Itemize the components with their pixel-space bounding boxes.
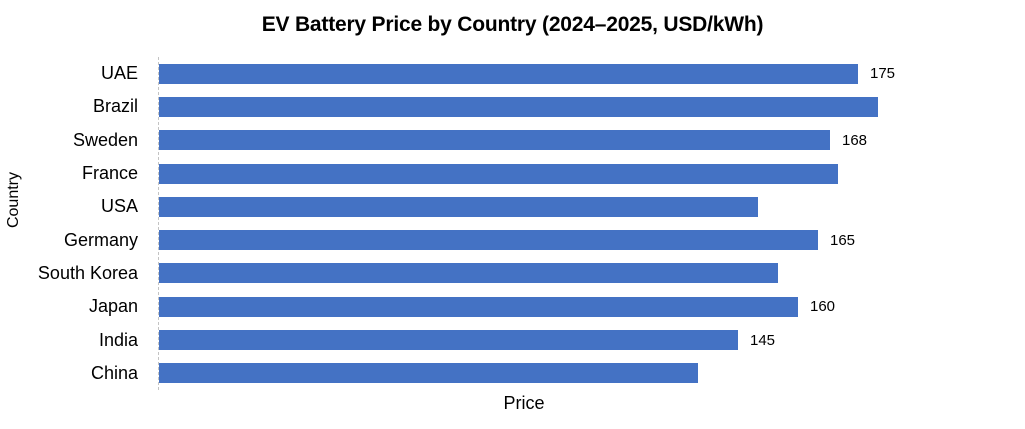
plot-area: 175 168 165 160 145	[158, 57, 959, 390]
bar-germany	[159, 230, 818, 251]
bar-row-uae: 175	[159, 57, 959, 90]
bar-brazil	[159, 96, 878, 117]
bar-south-korea	[159, 263, 778, 284]
y-tick-label-brazil: Brazil	[92, 96, 138, 117]
bar-japan	[159, 296, 798, 317]
bar-row-india: 145	[159, 323, 959, 356]
chart-title: EV Battery Price by Country (2024–2025, …	[261, 13, 764, 36]
bar-row-germany: 165	[159, 223, 959, 256]
y-tick-label-sweden: Sweden	[72, 129, 138, 150]
bar-row-south-korea	[159, 257, 959, 290]
y-tick-label-japan: Japan	[88, 296, 138, 317]
y-tick-label-usa: USA	[100, 196, 138, 217]
bar-row-brazil	[159, 90, 959, 123]
bar-sweden	[159, 130, 830, 151]
bar-row-sweden: 168	[159, 124, 959, 157]
bar-france	[159, 163, 838, 184]
bar-value-label-japan: 160	[810, 298, 836, 316]
bar-row-usa	[159, 190, 959, 223]
bar-row-japan: 160	[159, 290, 959, 323]
y-axis-title-text: Country	[5, 171, 22, 229]
y-tick-labels: UAE Brazil Sweden France USA Germany South Kor…	[28, 57, 148, 390]
bar-uae	[159, 63, 858, 84]
y-tick-label-china: China	[90, 362, 138, 383]
y-tick-label-germany: Germany	[63, 229, 138, 250]
y-tick-label-south-korea: South Korea	[37, 262, 138, 283]
x-axis-title: Price	[503, 393, 545, 413]
bar-value-label-india: 145	[750, 331, 776, 349]
bar-value-label-germany: 165	[830, 231, 856, 249]
y-axis-title: Country	[0, 45, 28, 355]
bar-india	[159, 330, 738, 351]
bar-value-label-sweden: 168	[842, 131, 868, 149]
y-tick-label-uae: UAE	[100, 63, 138, 84]
bar-china	[159, 363, 698, 384]
bar-row-china	[159, 357, 959, 390]
bar-usa	[159, 196, 758, 217]
y-tick-label-france: France	[81, 163, 138, 184]
bar-row-france	[159, 157, 959, 190]
bar-value-label-uae: 175	[870, 65, 896, 83]
y-tick-label-india: India	[98, 329, 138, 350]
